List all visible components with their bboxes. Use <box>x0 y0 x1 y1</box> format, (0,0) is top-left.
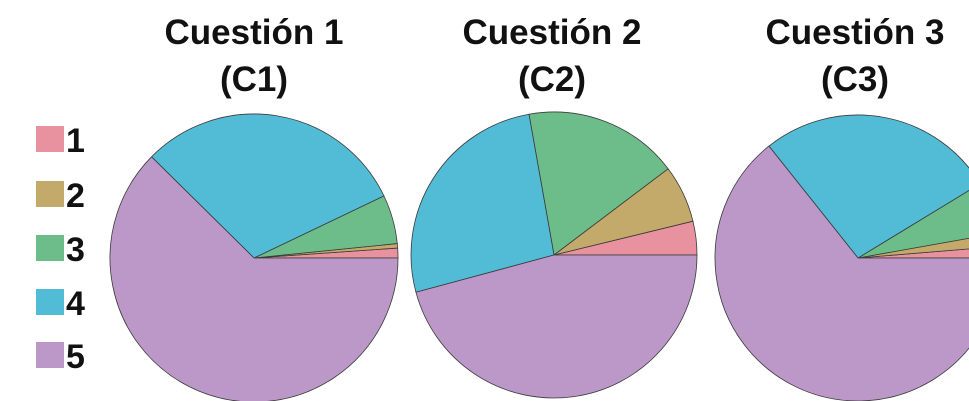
legend-item-5: 5 <box>36 338 85 376</box>
legend: 1 2 3 4 5 <box>36 122 85 376</box>
pie-chart-c1 <box>109 113 399 401</box>
pie-title-group-c1: Cuestión 1 (C1) <box>165 13 344 99</box>
pie-title-group-c2: Cuestión 2 (C2) <box>463 13 642 99</box>
pie-title-line1: Cuestión 3 <box>766 13 945 52</box>
legend-item-3: 3 <box>36 231 85 269</box>
legend-label: 3 <box>66 231 85 269</box>
legend-swatch <box>36 126 64 152</box>
pie-slice-5 <box>415 254 698 399</box>
legend-item-4: 4 <box>36 285 85 323</box>
pie-title-line1: Cuestión 1 <box>165 13 344 52</box>
pie-slice-5 <box>714 145 969 401</box>
pie-title-line1: Cuestión 2 <box>463 13 642 52</box>
pie-slice-4 <box>768 114 969 259</box>
pie-slice-5 <box>109 156 399 401</box>
pie-chart-c3 <box>714 114 969 401</box>
pie-title-line2: (C1) <box>220 60 288 99</box>
legend-item-1: 1 <box>36 122 85 160</box>
pie-slice-4 <box>150 113 385 259</box>
pie-title-line2: (C2) <box>518 60 586 99</box>
pie-title-group-c3: Cuestión 3 (C3) <box>766 13 945 99</box>
legend-swatch <box>36 181 64 207</box>
pie-slice-4 <box>410 113 555 293</box>
legend-label: 2 <box>66 177 85 215</box>
pie-slice-3 <box>528 111 669 256</box>
legend-swatch <box>36 342 64 368</box>
legend-item-2: 2 <box>36 177 85 215</box>
legend-swatch <box>36 289 64 315</box>
legend-label: 5 <box>66 338 85 376</box>
legend-label: 1 <box>66 122 85 160</box>
pie-slice-1 <box>857 248 969 259</box>
legend-swatch <box>36 235 64 261</box>
pie-title-line2: (C3) <box>821 60 889 99</box>
pie-chart-c2 <box>410 111 698 399</box>
legend-label: 4 <box>66 285 85 323</box>
